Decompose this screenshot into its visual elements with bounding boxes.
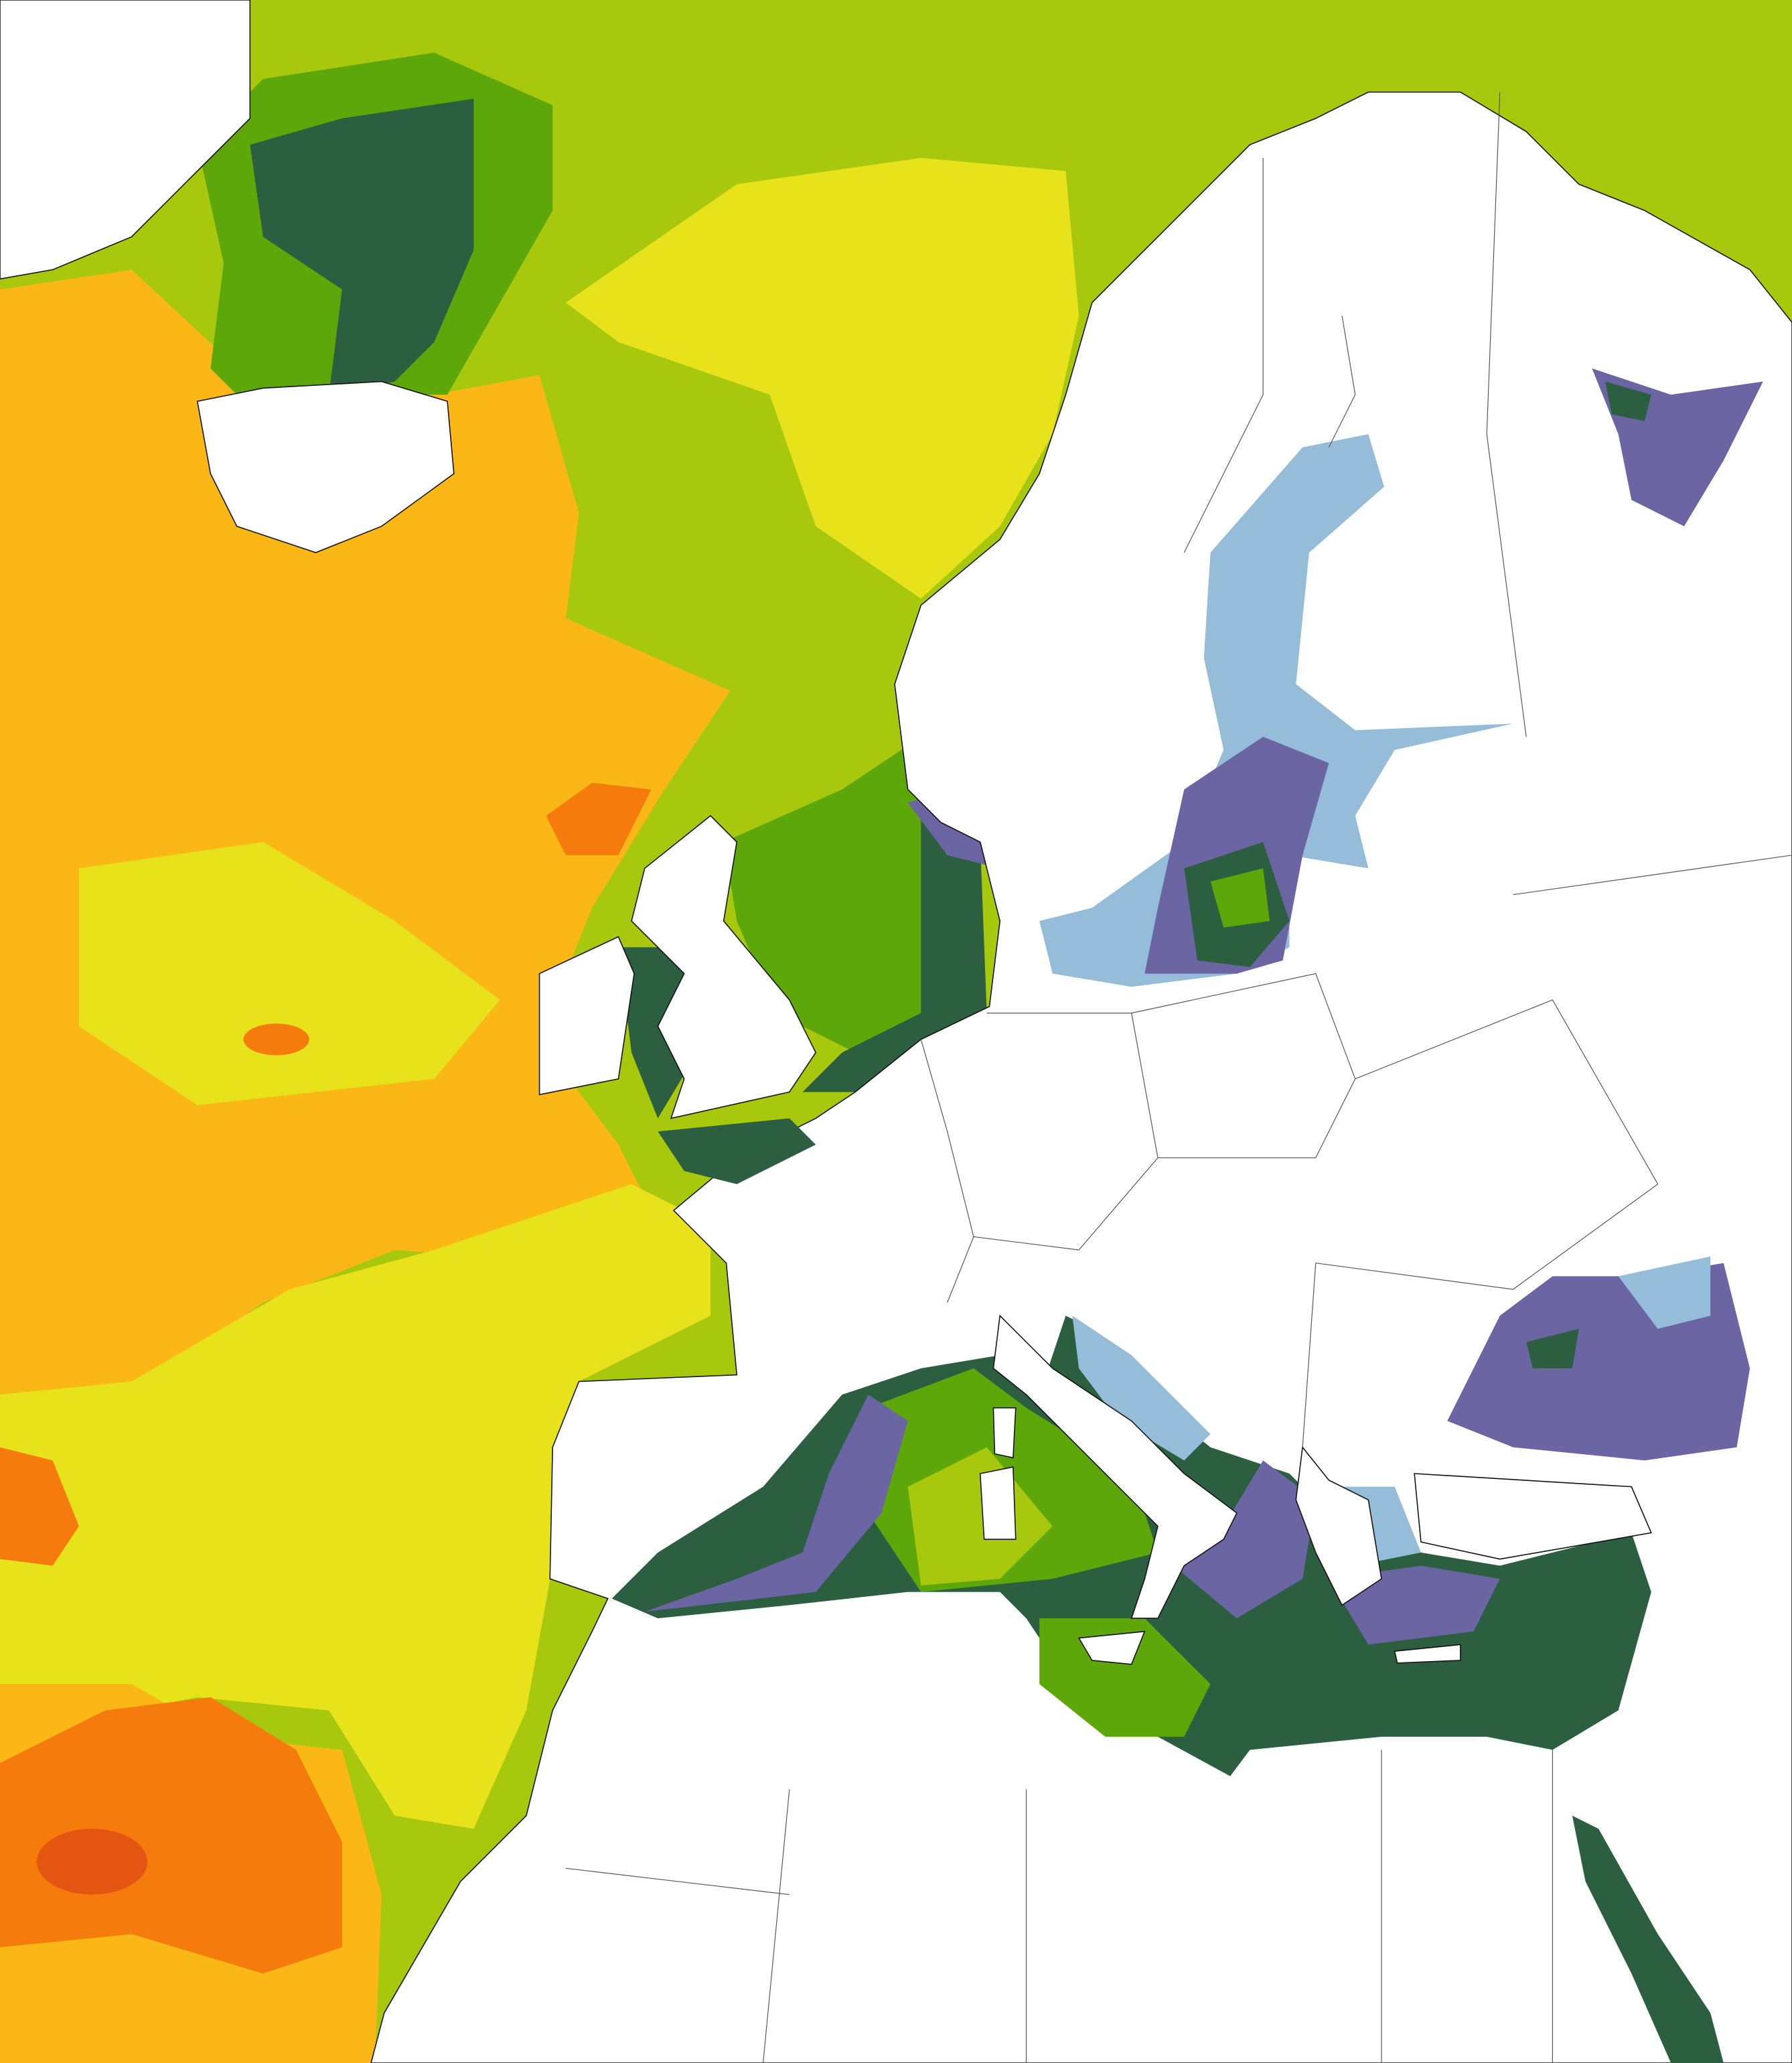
land bbox=[1077, 1630, 1146, 1665]
ocean-red bbox=[37, 1829, 148, 1895]
land bbox=[196, 380, 455, 553]
land bbox=[992, 1407, 1017, 1459]
ocean-dark-green bbox=[250, 98, 474, 395]
ocean-dark-orange bbox=[0, 1447, 79, 1566]
ocean-dark-green bbox=[658, 1118, 816, 1184]
land bbox=[538, 936, 635, 1096]
sea-dark-green bbox=[1605, 381, 1651, 421]
land bbox=[1295, 1445, 1382, 1606]
ocean-dark-orange bbox=[546, 782, 652, 855]
land bbox=[0, 0, 251, 280]
ocean-yellow bbox=[78, 842, 500, 1105]
border bbox=[565, 92, 1792, 2063]
ocean-dark-green bbox=[802, 802, 987, 1092]
land bbox=[979, 1466, 1017, 1540]
ocean-green bbox=[723, 737, 980, 1053]
ocean-yellow bbox=[565, 157, 1079, 599]
sea-yellow-green bbox=[907, 1447, 1053, 1585]
sea-light-blue bbox=[1618, 1256, 1711, 1329]
land bbox=[1414, 1473, 1652, 1560]
ocean-dark-orange bbox=[0, 1697, 342, 1974]
land bbox=[992, 1314, 1238, 1619]
sea-purple bbox=[1157, 1460, 1316, 1619]
sea-light-blue bbox=[1072, 1315, 1211, 1461]
ocean-yellow bbox=[0, 1184, 711, 1829]
sea-green bbox=[1210, 868, 1270, 928]
sea-light-blue bbox=[1039, 434, 1513, 987]
sea-dark-green bbox=[1526, 1328, 1579, 1368]
land bbox=[631, 814, 817, 1119]
ocean-dark-orange bbox=[243, 1023, 309, 1056]
ocean-orange bbox=[0, 269, 731, 1408]
land bbox=[1394, 1644, 1461, 1664]
sea-dark-green bbox=[1572, 1815, 1724, 2063]
sea-purple bbox=[644, 1395, 908, 1612]
sea-green bbox=[1039, 1618, 1211, 1737]
